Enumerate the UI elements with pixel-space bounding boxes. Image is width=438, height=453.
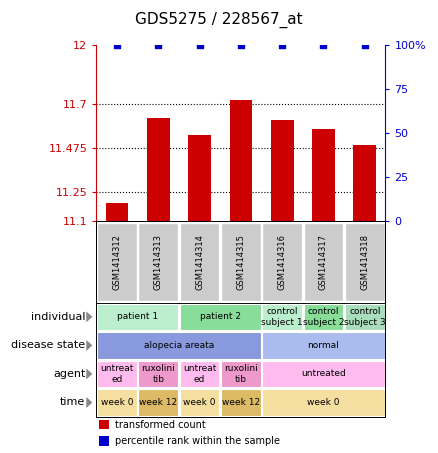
Bar — [99, 436, 110, 446]
Bar — [97, 390, 137, 415]
Text: GSM1414314: GSM1414314 — [195, 234, 204, 290]
Text: patient 1: patient 1 — [117, 313, 158, 321]
Text: patient 2: patient 2 — [200, 313, 241, 321]
Text: week 0: week 0 — [307, 398, 340, 407]
Bar — [262, 223, 302, 301]
Bar — [97, 223, 137, 301]
Bar — [147, 118, 170, 221]
Bar — [97, 333, 261, 358]
Bar — [262, 333, 385, 358]
Text: GSM1414315: GSM1414315 — [237, 234, 245, 290]
Point — [113, 42, 120, 49]
Point — [279, 42, 286, 49]
Bar — [230, 100, 252, 221]
Text: GSM1414318: GSM1414318 — [360, 234, 369, 290]
Point — [196, 42, 203, 49]
Text: untreat
ed: untreat ed — [183, 364, 216, 384]
Bar — [106, 203, 128, 221]
Text: alopecia areata: alopecia areata — [144, 341, 214, 350]
Bar — [353, 145, 376, 221]
Text: transformed count: transformed count — [115, 420, 206, 430]
Point — [320, 42, 327, 49]
Text: untreat
ed: untreat ed — [100, 364, 134, 384]
Bar — [221, 390, 261, 415]
Text: GSM1414312: GSM1414312 — [113, 234, 121, 290]
Bar — [97, 361, 137, 387]
Text: GDS5275 / 228567_at: GDS5275 / 228567_at — [135, 11, 303, 28]
Bar — [304, 304, 343, 330]
Point — [361, 42, 368, 49]
Bar — [188, 135, 211, 221]
Text: ruxolini
tib: ruxolini tib — [224, 364, 258, 384]
Bar — [345, 304, 385, 330]
Text: disease state: disease state — [11, 340, 85, 351]
Bar — [262, 304, 302, 330]
Text: time: time — [60, 397, 85, 408]
Polygon shape — [86, 312, 92, 323]
Bar — [221, 223, 261, 301]
Polygon shape — [86, 369, 92, 380]
Bar — [271, 120, 293, 221]
Text: control
subject 3: control subject 3 — [344, 307, 385, 327]
Bar — [262, 361, 385, 387]
Bar — [180, 223, 219, 301]
Text: control
subject 1: control subject 1 — [261, 307, 303, 327]
Text: week 0: week 0 — [101, 398, 133, 407]
Bar — [312, 129, 335, 221]
Text: week 12: week 12 — [139, 398, 177, 407]
Text: percentile rank within the sample: percentile rank within the sample — [115, 436, 280, 446]
Bar — [262, 390, 385, 415]
Text: week 0: week 0 — [184, 398, 216, 407]
Text: ruxolini
tib: ruxolini tib — [141, 364, 175, 384]
Text: GSM1414313: GSM1414313 — [154, 234, 163, 290]
Polygon shape — [86, 397, 92, 408]
Bar — [138, 390, 178, 415]
Text: untreated: untreated — [301, 370, 346, 378]
Text: individual: individual — [31, 312, 85, 322]
Text: normal: normal — [307, 341, 339, 350]
Bar — [99, 419, 110, 429]
Point — [155, 42, 162, 49]
Text: week 12: week 12 — [222, 398, 260, 407]
Text: control
subject 2: control subject 2 — [303, 307, 344, 327]
Bar — [97, 304, 178, 330]
Text: GSM1414316: GSM1414316 — [278, 234, 287, 290]
Text: agent: agent — [53, 369, 85, 379]
Bar — [180, 304, 261, 330]
Bar — [138, 223, 178, 301]
Bar — [180, 361, 219, 387]
Text: GSM1414317: GSM1414317 — [319, 234, 328, 290]
Point — [237, 42, 244, 49]
Bar — [221, 361, 261, 387]
Bar — [180, 390, 219, 415]
Polygon shape — [86, 340, 92, 351]
Bar — [345, 223, 385, 301]
Bar — [138, 361, 178, 387]
Bar — [304, 223, 343, 301]
